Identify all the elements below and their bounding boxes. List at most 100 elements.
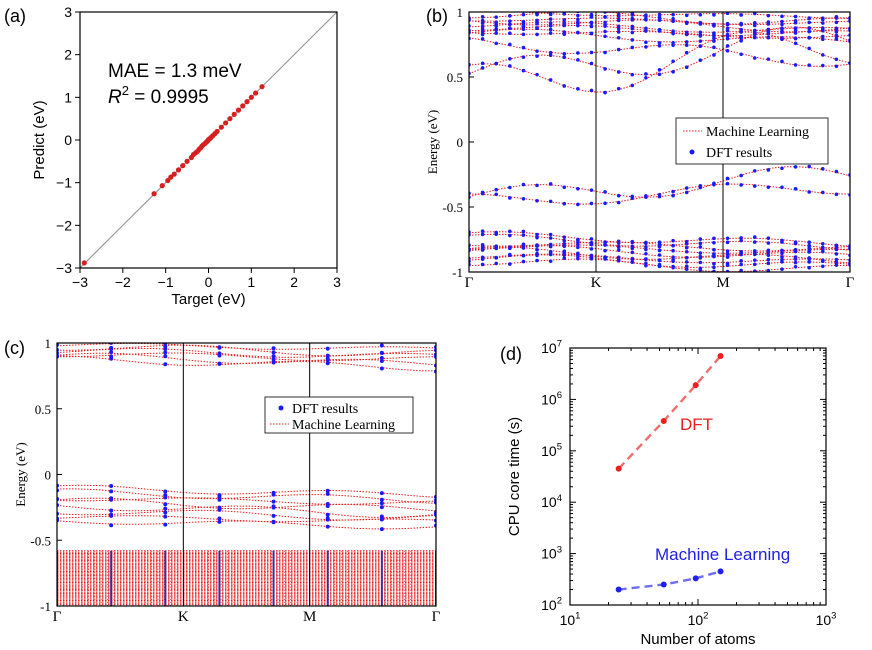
dft-point <box>752 262 757 267</box>
dft-point <box>630 18 635 22</box>
dft-point <box>739 52 743 57</box>
legend-ml-label: Machine Learning <box>706 125 809 140</box>
dft-point <box>480 61 485 66</box>
y-tick-label: 106 <box>541 390 562 407</box>
dft-point <box>109 356 114 361</box>
dft-point <box>576 51 580 55</box>
dft-point <box>494 232 499 236</box>
dft-point <box>684 255 689 260</box>
dft-point <box>644 261 648 266</box>
dft-point <box>834 169 839 174</box>
dft-point <box>325 488 330 493</box>
dft-point <box>576 242 580 247</box>
ml-band-line <box>469 245 850 258</box>
dft-point <box>834 263 839 267</box>
dft-point <box>163 347 168 352</box>
dft-point <box>271 513 276 518</box>
y-axis-label: Energy (eV) <box>425 110 440 174</box>
dft-point <box>820 249 825 254</box>
dft-point <box>521 259 526 264</box>
dft-point <box>379 359 384 364</box>
dft-point <box>684 242 689 246</box>
k-tick-label: K <box>591 275 602 291</box>
dft-point <box>548 27 553 32</box>
dft-point <box>698 39 703 43</box>
ml-band-line <box>469 241 850 252</box>
scatter-point <box>180 163 186 169</box>
dft-point <box>820 190 825 195</box>
series-point <box>615 586 622 593</box>
dft-point <box>712 247 716 252</box>
dft-point <box>671 259 675 263</box>
dft-point <box>834 252 839 256</box>
dft-point <box>807 250 811 254</box>
dft-point <box>548 23 553 28</box>
dft-point <box>725 252 730 256</box>
dft-point <box>630 240 635 245</box>
dft-point <box>657 67 662 72</box>
dft-point <box>480 245 485 249</box>
dft-point <box>657 72 662 77</box>
dft-point <box>562 253 567 257</box>
dft-point <box>807 29 811 34</box>
panel-c: -1 -0.5 0 0.5 1 Γ K M Γ Energy (eV) (c) DFT results… <box>4 336 441 625</box>
dft-point <box>820 167 825 171</box>
dft-point <box>739 268 743 272</box>
dft-point <box>217 353 222 358</box>
dft-point <box>820 63 825 68</box>
dft-point <box>630 45 635 50</box>
dft-point <box>548 17 553 21</box>
dft-point <box>644 257 648 262</box>
dft-point <box>379 505 384 510</box>
dft-point <box>712 182 716 187</box>
ml-band-line <box>469 254 850 268</box>
dft-point <box>163 489 168 494</box>
dft-point <box>712 24 716 28</box>
dft-point <box>603 201 607 206</box>
dft-point <box>616 18 621 23</box>
dft-point <box>521 21 526 26</box>
dft-point <box>616 30 621 34</box>
dft-point <box>712 53 716 57</box>
dft-point <box>671 31 675 36</box>
k-tick-label: M <box>303 609 316 625</box>
dft-point <box>109 496 114 501</box>
dft-point <box>807 243 811 248</box>
dft-point <box>630 38 635 42</box>
dft-point <box>807 46 811 51</box>
dft-point <box>521 45 526 50</box>
dft-point <box>508 262 512 266</box>
dft-point <box>807 164 811 169</box>
dft-point <box>521 68 526 73</box>
dft-point <box>480 229 485 233</box>
dft-point <box>325 346 330 351</box>
dft-point <box>630 12 635 16</box>
dft-point <box>548 53 553 58</box>
dft-point <box>807 16 811 20</box>
dft-point <box>793 31 798 35</box>
ml-band-line <box>57 352 436 362</box>
dft-point <box>644 251 648 256</box>
series-label-ml: Machine Learning <box>655 545 790 564</box>
panel-a: (a) −3−3 −2 −2 −1 −1 0 0 1 1 2 2 3 3 Target (eV) Predic… <box>4 4 341 308</box>
dft-point <box>671 70 675 74</box>
y-tick-label: -1 <box>452 265 463 280</box>
dft-point <box>494 192 499 197</box>
dft-point <box>644 45 648 49</box>
dft-point <box>521 182 526 187</box>
dft-point <box>834 20 839 25</box>
ml-band-line <box>469 244 850 254</box>
ml-band-line <box>57 343 436 350</box>
dft-point <box>820 53 825 57</box>
dft-point <box>589 61 594 66</box>
dft-point <box>521 55 526 59</box>
dft-point <box>562 235 567 240</box>
dft-point <box>820 17 825 22</box>
y-tick-label: 105 <box>541 442 562 459</box>
dft-point <box>671 12 675 17</box>
dft-point <box>508 31 512 35</box>
dft-point <box>379 366 384 371</box>
dft-point <box>725 255 730 259</box>
dft-point <box>766 257 771 262</box>
